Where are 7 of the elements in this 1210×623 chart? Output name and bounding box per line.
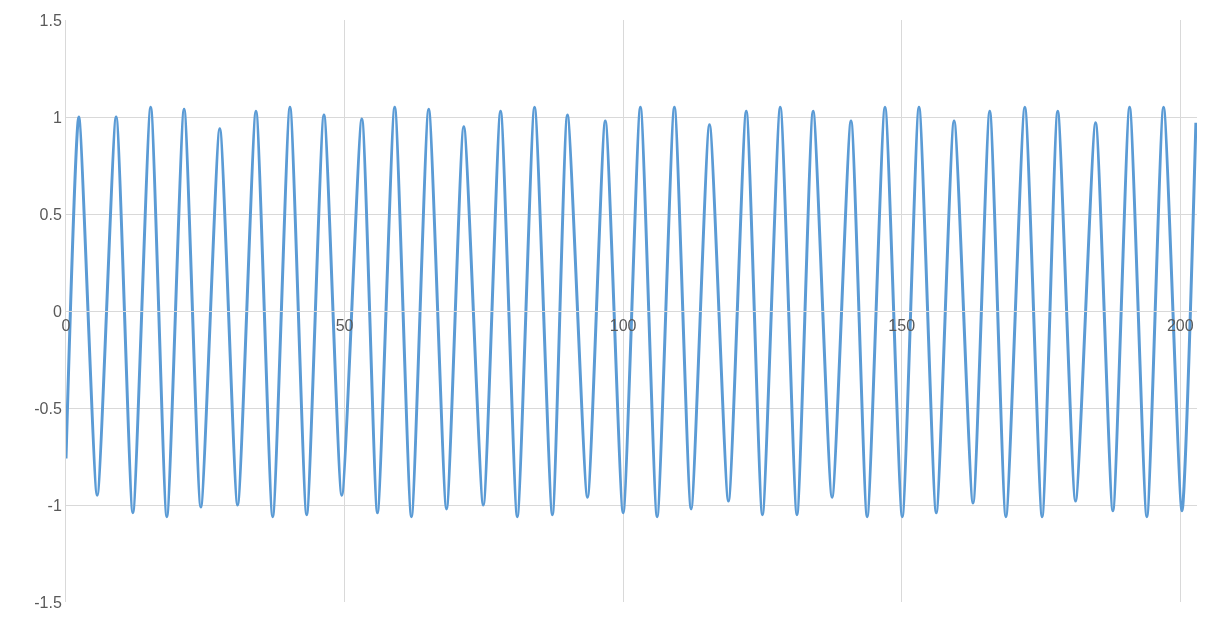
y-tick-label: 1.5: [39, 11, 62, 29]
y-tick-label: 0.5: [39, 205, 62, 223]
y-tick-label: -0.5: [34, 399, 62, 417]
y-tick-label: -1: [47, 496, 62, 514]
y-tick-label: 0: [52, 302, 62, 320]
y-tick-label: 1: [52, 108, 62, 126]
y-tick-label: -1.5: [34, 593, 62, 611]
